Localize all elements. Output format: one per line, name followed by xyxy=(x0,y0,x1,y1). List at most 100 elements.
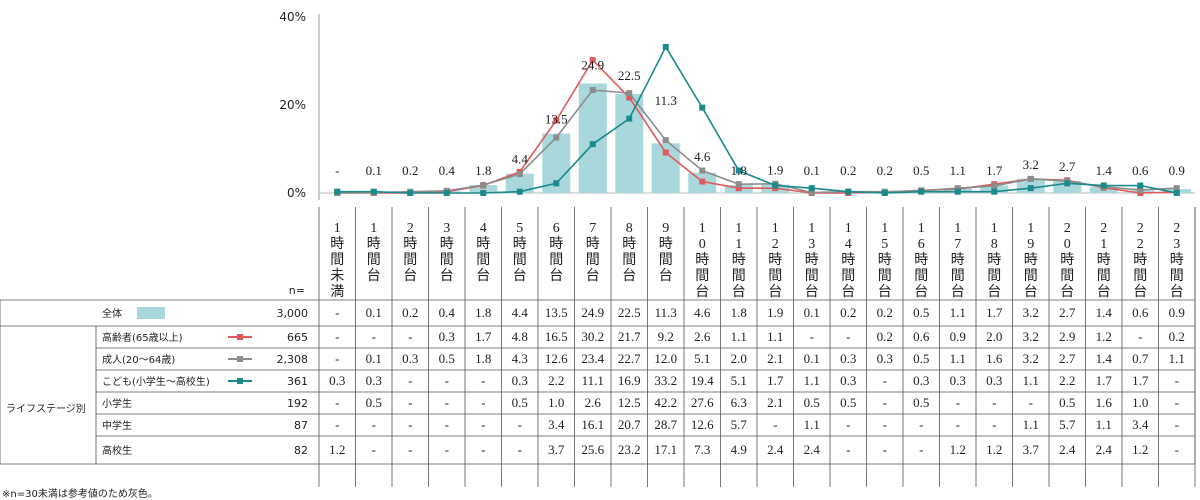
table-cell: 33.2 xyxy=(654,373,677,388)
x-tick-label: 間 xyxy=(367,253,381,268)
x-tick-label: 時 xyxy=(586,236,600,252)
table-cell: 0.2 xyxy=(877,329,893,344)
table-cell: 23.2 xyxy=(618,442,641,457)
x-tick-label: 間 xyxy=(476,253,490,268)
series-marker xyxy=(954,185,961,192)
table-cell: 22.5 xyxy=(618,305,641,320)
x-tick-label: 0 xyxy=(699,237,706,252)
x-tick-label: 台 xyxy=(951,284,965,300)
table-cell: - xyxy=(372,417,376,432)
x-tick-label: 台 xyxy=(622,268,636,284)
bar-data-label: 0.5 xyxy=(913,163,929,178)
table-cell: 0.5 xyxy=(366,395,382,410)
x-tick-label: 台 xyxy=(805,284,819,300)
x-tick-label: 台 xyxy=(403,268,417,284)
table-cell: 1.8 xyxy=(475,351,491,366)
bar-data-label: 13.5 xyxy=(545,112,568,127)
bar-data-label: 1.7 xyxy=(986,163,1003,178)
table-cell: 5.1 xyxy=(694,351,710,366)
table-cell: 2.1 xyxy=(767,395,783,410)
x-tick-label: 時 xyxy=(1097,252,1111,268)
x-tick-label: 4 xyxy=(480,221,487,236)
x-tick-label: 時 xyxy=(768,252,782,268)
x-tick-label: 1 xyxy=(370,221,377,236)
x-tick-label: 1 xyxy=(918,221,925,236)
table-cell: 2.6 xyxy=(585,395,602,410)
x-tick-label: 間 xyxy=(695,269,709,284)
table-cell: 5.7 xyxy=(1059,417,1076,432)
series-marker xyxy=(1027,175,1034,182)
x-tick-label: 1 xyxy=(735,237,742,252)
series-marker xyxy=(918,188,925,195)
bar-data-label: 3.2 xyxy=(1023,157,1039,172)
table-cell: - xyxy=(408,442,412,457)
table-cell: - xyxy=(445,373,449,388)
table-cell: 1.1 xyxy=(950,305,966,320)
table-cell: 2.4 xyxy=(767,442,784,457)
table-cell: - xyxy=(518,442,522,457)
bar-data-label: 0.6 xyxy=(1132,163,1149,178)
x-tick-label: 台 xyxy=(768,284,782,300)
x-tick-label: 間 xyxy=(1133,269,1147,284)
x-tick-label: 台 xyxy=(476,268,490,284)
x-tick-label: 0 xyxy=(1064,237,1071,252)
x-tick-label: 時 xyxy=(367,236,381,252)
row-n: 87 xyxy=(294,419,308,432)
table-cell: - xyxy=(481,373,485,388)
table-cell: 17.1 xyxy=(654,442,677,457)
x-tick-label: 5 xyxy=(881,237,888,252)
table-cell: 5.1 xyxy=(731,373,747,388)
table-cell: - xyxy=(919,442,923,457)
table-cell: 2.2 xyxy=(548,373,564,388)
table-cell: 0.3 xyxy=(913,373,929,388)
table-cell: 1.1 xyxy=(1169,351,1185,366)
series-marker xyxy=(954,188,961,195)
table-cell: 2.2 xyxy=(1059,373,1075,388)
x-tick-label: 時 xyxy=(476,236,490,252)
x-tick-label: 台 xyxy=(914,284,928,300)
series-marker xyxy=(589,141,596,148)
x-tick-label: 台 xyxy=(1024,284,1038,300)
group-label: ライフステージ別 xyxy=(6,403,86,415)
x-tick-label: 台 xyxy=(1097,284,1111,300)
table-cell: 1.8 xyxy=(731,305,747,320)
x-tick-label: 台 xyxy=(841,284,855,300)
row-label: 小学生 xyxy=(102,397,132,410)
x-tick-label: 3 xyxy=(443,221,450,236)
series-marker xyxy=(699,104,706,111)
y-tick-label: 40% xyxy=(279,10,306,24)
x-tick-label: 8 xyxy=(991,237,998,252)
x-tick-label: 2 xyxy=(407,221,414,236)
x-tick-label: 間 xyxy=(768,269,782,284)
x-tick-label: 時 xyxy=(841,252,855,268)
table-cell: 3.2 xyxy=(1023,329,1039,344)
x-tick-label: 台 xyxy=(987,284,1001,300)
legend-swatch xyxy=(137,307,165,319)
table-cell: 2.0 xyxy=(731,351,747,366)
table-cell: 0.1 xyxy=(804,305,820,320)
table-cell: 1.9 xyxy=(767,305,783,320)
x-tick-label: 時 xyxy=(987,252,1001,268)
bar-data-label: 0.1 xyxy=(366,163,382,178)
table-cell: 1.0 xyxy=(548,395,564,410)
table-cell: 2.6 xyxy=(694,329,711,344)
table-cell: - xyxy=(992,417,996,432)
bar xyxy=(505,173,534,193)
table-cell: 11.1 xyxy=(582,373,604,388)
table-cell: - xyxy=(883,395,887,410)
table-cell: 2.4 xyxy=(1096,442,1113,457)
series-marker xyxy=(1064,180,1071,187)
x-tick-label: 2 xyxy=(1137,221,1144,236)
x-tick-label: 間 xyxy=(732,269,746,284)
x-tick-label: 間 xyxy=(586,253,600,268)
series-marker xyxy=(662,43,669,50)
series-marker xyxy=(589,87,596,94)
table-cell: 2.7 xyxy=(1059,351,1076,366)
series-marker xyxy=(699,178,706,185)
x-tick-label: 1 xyxy=(845,221,852,236)
table-cell: - xyxy=(335,329,339,344)
row-label: こども(小学生〜高校生) xyxy=(102,375,210,388)
x-tick-label: 1 xyxy=(772,221,779,236)
table-cell: 3.7 xyxy=(1023,442,1040,457)
